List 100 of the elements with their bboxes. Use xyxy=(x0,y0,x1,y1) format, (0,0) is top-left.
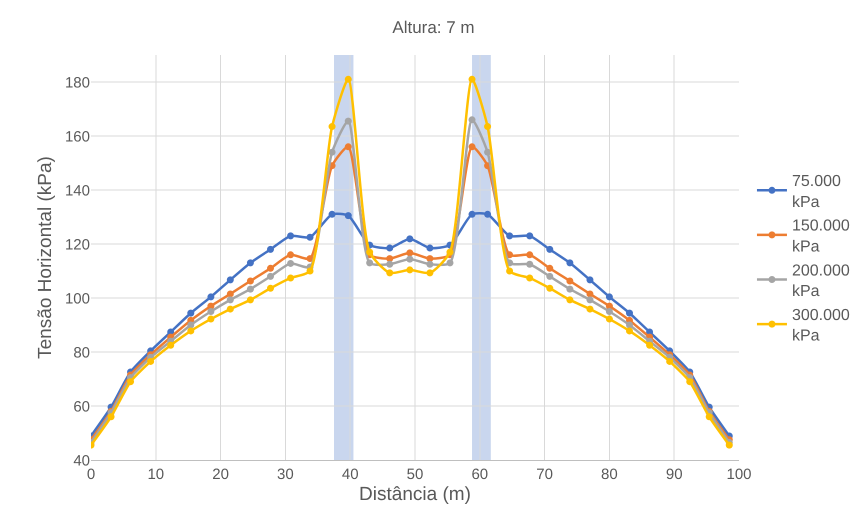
point xyxy=(226,290,234,298)
point xyxy=(344,76,352,83)
legend-label: 150.000 kPa xyxy=(792,218,850,256)
point xyxy=(344,143,352,150)
y-tick-label: 100 xyxy=(64,290,90,308)
point xyxy=(344,212,352,220)
point xyxy=(187,327,194,334)
point xyxy=(566,259,574,266)
point xyxy=(246,259,254,266)
point xyxy=(446,248,454,256)
point xyxy=(586,276,594,284)
point xyxy=(426,269,434,276)
x-tick-label: 100 xyxy=(726,466,752,483)
y-tick-label: 60 xyxy=(73,398,90,416)
point xyxy=(406,235,414,242)
point xyxy=(726,442,733,449)
x-tick-label: 20 xyxy=(212,466,229,483)
point xyxy=(566,296,574,304)
chart-title: Altura: 7 m xyxy=(392,18,475,37)
x-tick-label: 80 xyxy=(601,466,618,483)
point xyxy=(406,249,414,256)
point xyxy=(108,413,115,420)
x-axis-title: Distância (m) xyxy=(359,484,471,505)
point xyxy=(468,76,476,83)
point xyxy=(147,358,154,365)
point xyxy=(127,378,134,386)
point xyxy=(267,284,274,292)
y-tick-label: 120 xyxy=(64,236,90,254)
x-tick-label: 30 xyxy=(277,466,294,483)
point xyxy=(287,232,294,240)
point xyxy=(386,244,394,252)
y-tick-label: 180 xyxy=(64,74,90,92)
point xyxy=(426,260,434,268)
point xyxy=(586,290,594,298)
point xyxy=(267,246,274,253)
point xyxy=(468,210,476,218)
point xyxy=(267,264,274,272)
point xyxy=(287,251,294,258)
point xyxy=(526,274,534,282)
point xyxy=(666,358,674,365)
point xyxy=(287,260,294,267)
point xyxy=(187,322,194,328)
point xyxy=(526,251,534,258)
x-tick-label: 50 xyxy=(406,466,424,483)
point xyxy=(468,143,476,150)
legend-label: 300.000 kPa xyxy=(792,306,850,345)
point xyxy=(586,306,594,313)
point xyxy=(344,118,352,125)
y-axis-title: Tensão Horizontal (kPa) xyxy=(34,156,56,359)
point xyxy=(586,296,594,304)
x-tick-label: 70 xyxy=(536,466,553,483)
point xyxy=(706,413,713,420)
legend-label: 200.000 kPa xyxy=(792,262,850,300)
point xyxy=(406,256,414,263)
point xyxy=(167,342,174,349)
x-tick-label: 60 xyxy=(471,466,488,483)
point xyxy=(306,268,314,274)
point xyxy=(226,306,234,313)
point xyxy=(366,248,374,256)
point xyxy=(446,259,454,266)
point xyxy=(626,322,633,328)
point xyxy=(506,232,514,240)
point xyxy=(246,286,254,293)
point xyxy=(187,310,194,317)
point xyxy=(526,232,534,240)
point xyxy=(626,310,633,317)
point xyxy=(506,268,514,274)
point xyxy=(207,293,214,300)
point xyxy=(546,272,554,280)
point xyxy=(546,284,554,292)
point xyxy=(426,255,434,262)
x-tick-label: 40 xyxy=(342,466,359,483)
point xyxy=(207,316,214,323)
point xyxy=(526,260,534,268)
y-tick-label: 80 xyxy=(73,344,90,362)
point xyxy=(546,264,554,272)
legend-label: 75.000 kPa xyxy=(792,173,841,211)
point xyxy=(484,210,492,218)
point xyxy=(386,260,394,268)
point xyxy=(566,286,574,293)
point xyxy=(328,123,336,130)
point xyxy=(246,277,254,284)
point xyxy=(287,274,294,282)
point xyxy=(606,293,613,300)
point xyxy=(686,378,694,386)
point xyxy=(246,296,254,304)
point xyxy=(386,269,394,276)
point xyxy=(646,342,654,349)
point xyxy=(468,116,476,124)
point xyxy=(328,210,336,218)
point xyxy=(406,266,414,274)
y-tick-label: 160 xyxy=(64,128,90,146)
point xyxy=(306,234,314,241)
point xyxy=(606,308,613,315)
x-tick-label: 10 xyxy=(147,466,164,483)
point xyxy=(426,244,434,252)
x-tick-label: 90 xyxy=(666,466,683,483)
point xyxy=(484,123,492,130)
point xyxy=(366,259,374,266)
point xyxy=(267,272,274,280)
